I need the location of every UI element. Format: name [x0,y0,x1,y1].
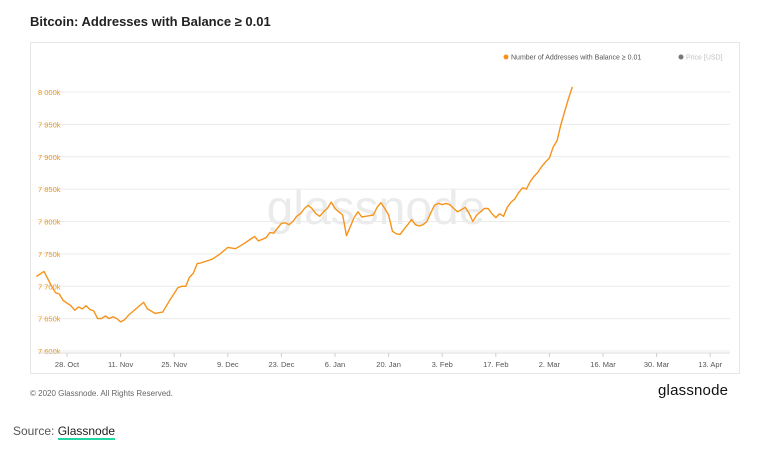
legend-marker-price [678,54,684,60]
x-tick-label: 28. Oct [55,360,80,369]
copyright: © 2020 Glassnode. All Rights Reserved. [30,389,173,398]
legend: Number of Addresses with Balance ≥ 0.01 … [503,54,723,62]
x-tick-label: 16. Mar [590,360,616,369]
y-tick-label: 7 750k [38,250,61,259]
x-tick-label: 13. Apr [698,360,722,369]
x-tick-label: 30. Mar [644,360,670,369]
y-tick-label: 7 850k [38,185,61,194]
x-tick-label: 23. Dec [268,360,294,369]
x-axis: 28. Oct 11. Nov 25. Nov 9. Dec 23. Dec 6. Jan… [38,352,730,369]
x-tick-label: 25. Nov [161,360,187,369]
legend-label-addresses[interactable]: Number of Addresses with Balance ≥ 0.01 [511,55,641,62]
x-tick-label: 9. Dec [217,360,239,369]
series-line-addresses[interactable] [36,86,574,323]
source-line: Source: Glassnode [13,424,116,440]
y-tick-label: 7 600k [38,347,61,356]
y-tick-label: 7 700k [38,282,61,291]
source-label: Source: [13,424,55,438]
x-tick-label: 20. Jan [376,360,401,369]
legend-label-price[interactable]: Price [USD] [686,55,723,62]
y-tick-label: 7 900k [38,153,61,162]
x-tick-label: 3. Feb [432,360,453,369]
y-tick-label: 7 650k [38,315,61,324]
y-axis: 7 600k 7 650k 7 700k 7 750k 7 800k 7 850k 7 90… [38,88,61,356]
source-link[interactable]: Glassnode [57,424,116,440]
x-tick-label: 17. Feb [483,360,508,369]
brand-logo: glassnode [658,382,729,399]
x-tick-label: 11. Nov [108,360,134,369]
x-tick-label: 6. Jan [325,360,345,369]
y-tick-label: 7 950k [38,120,61,129]
y-tick-label: 7 800k [38,218,61,227]
chart-title: Bitcoin: Addresses with Balance ≥ 0.01 [30,14,271,29]
legend-marker-addresses [503,54,509,60]
x-tick-label: 2. Mar [539,360,561,369]
grid [38,91,730,352]
y-tick-label: 8 000k [38,88,61,97]
series-layer [36,86,574,323]
